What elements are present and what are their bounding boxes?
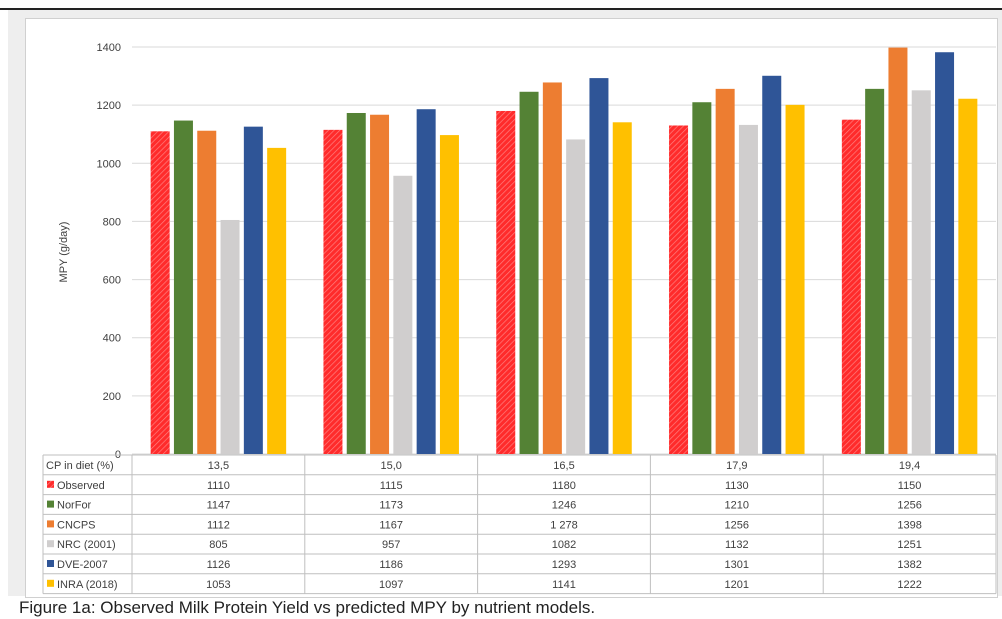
data-label: 1186 xyxy=(379,559,403,571)
bar-nrc-2001-3 xyxy=(566,139,586,454)
data-label: 1382 xyxy=(897,559,921,571)
bar-dve-2007-4 xyxy=(762,75,782,455)
figure-caption: Figure 1a: Observed Milk Protein Yield v… xyxy=(19,598,596,617)
y-tick-label: 600 xyxy=(103,275,121,287)
data-table: CP in diet (%) 13,5 15,0 16,5 17,9 19,4 Observ… xyxy=(42,454,997,595)
data-label: 805 xyxy=(209,539,227,551)
bar-inra-2018-3 xyxy=(612,122,632,455)
legend-swatch xyxy=(47,480,54,488)
bar-dve-2007-2 xyxy=(416,109,436,454)
bar-cncps-4 xyxy=(715,88,735,454)
legend-entry: DVE-2007 xyxy=(57,559,108,571)
bar-norfor-1 xyxy=(173,120,193,454)
bar-norfor-5 xyxy=(865,88,885,454)
top-rule xyxy=(0,0,1002,10)
y-tick-label: 1200 xyxy=(97,100,121,112)
y-axis-label: MPY (g/day) xyxy=(58,222,70,283)
data-label: 1115 xyxy=(380,480,403,492)
category-label: 16,5 xyxy=(553,460,574,472)
bar-dve-2007-5 xyxy=(935,52,955,455)
data-label: 1 278 xyxy=(550,519,578,531)
legend-entry: NorFor xyxy=(57,500,92,512)
bar-cncps-5 xyxy=(888,47,908,455)
y-tick-label: 400 xyxy=(103,333,121,345)
category-label: 19,4 xyxy=(899,460,920,472)
data-label: 1256 xyxy=(725,519,749,531)
bar-norfor-2 xyxy=(346,112,366,455)
data-label: 1173 xyxy=(379,500,403,512)
data-label: 1167 xyxy=(379,519,403,531)
data-label: 1132 xyxy=(725,539,749,551)
legend-swatch xyxy=(47,579,54,587)
bar-cncps-1 xyxy=(197,130,217,454)
legend-entry: INRA (2018) xyxy=(57,579,118,591)
bar-cncps-3 xyxy=(542,82,562,455)
legend-entry: NRC (2001) xyxy=(57,539,116,551)
data-label: 1126 xyxy=(207,559,231,571)
data-label: 1112 xyxy=(207,519,230,531)
data-label: 1110 xyxy=(207,480,230,492)
bar-observed-1 xyxy=(150,131,170,455)
bar-nrc-2001-4 xyxy=(738,124,758,454)
bars xyxy=(150,47,978,455)
bar-dve-2007-1 xyxy=(243,126,263,455)
bar-norfor-4 xyxy=(692,102,712,454)
bar-norfor-3 xyxy=(519,91,539,455)
data-label: 1210 xyxy=(725,500,749,512)
data-label: 1251 xyxy=(897,539,921,551)
data-label: 1301 xyxy=(725,559,749,571)
bar-cncps-2 xyxy=(370,114,390,455)
data-label: 1201 xyxy=(725,579,749,591)
data-label: 1293 xyxy=(552,559,576,571)
bar-dve-2007-3 xyxy=(589,78,609,454)
bar-inra-2018-4 xyxy=(785,104,805,454)
data-label: 1222 xyxy=(897,579,921,591)
bar-nrc-2001-2 xyxy=(393,175,413,454)
y-tick-label: 200 xyxy=(103,391,121,403)
bar-nrc-2001-1 xyxy=(220,219,240,454)
data-label: 1256 xyxy=(897,500,921,512)
data-label: 1053 xyxy=(206,579,230,591)
bar-inra-2018-5 xyxy=(958,98,978,455)
legend-swatch xyxy=(47,500,54,508)
table-header: CP in diet (%) xyxy=(46,460,114,472)
data-label: 1141 xyxy=(552,579,576,591)
data-label: 1147 xyxy=(207,500,231,512)
data-label: 1246 xyxy=(552,500,576,512)
legend-entry: CNCPS xyxy=(57,519,96,531)
bar-nrc-2001-5 xyxy=(911,90,931,454)
category-label: 17,9 xyxy=(726,460,747,472)
bar-observed-2 xyxy=(323,129,343,454)
y-tick-label: 1000 xyxy=(97,158,121,170)
bar-observed-3 xyxy=(496,110,516,454)
category-label: 13,5 xyxy=(208,460,229,472)
legend-swatch xyxy=(47,520,54,528)
data-label: 1082 xyxy=(552,539,576,551)
bar-observed-4 xyxy=(669,125,689,454)
category-label: 15,0 xyxy=(380,460,401,472)
data-label: 1180 xyxy=(552,480,576,492)
bar-inra-2018-2 xyxy=(439,135,459,454)
y-tick-label: 800 xyxy=(103,216,121,228)
data-label: 1398 xyxy=(897,519,921,531)
bar-inra-2018-1 xyxy=(267,147,287,454)
y-tick-label: 1400 xyxy=(97,42,121,54)
data-label: 1150 xyxy=(898,480,922,492)
data-label: 957 xyxy=(382,539,400,551)
legend-swatch xyxy=(47,540,54,548)
data-label: 1097 xyxy=(379,579,403,591)
legend-entry: Observed xyxy=(57,480,105,492)
legend-swatch xyxy=(47,560,54,567)
data-label: 1130 xyxy=(725,480,749,492)
bar-observed-5 xyxy=(841,119,861,454)
